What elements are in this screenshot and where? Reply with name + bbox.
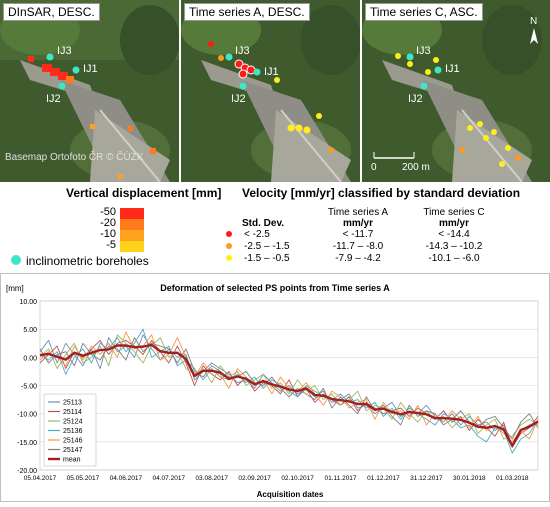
borehole-label-ij3: IJ3 — [57, 45, 72, 57]
velocity-legend-title: Velocity [mm/yr] classified by standard … — [242, 186, 521, 200]
legend-label: mean — [63, 457, 81, 464]
velocity-std: < -2.5 — [244, 229, 270, 240]
plot-area — [39, 300, 539, 471]
ps-points-a — [208, 41, 334, 153]
x-tick-label: 01.11.2017 — [324, 475, 356, 482]
map-title-timeseries-c: Time series C, ASC. — [365, 3, 483, 21]
map-image-dinsar: IJ3 IJ1 IJ2 Basemap Ortofoto ČR © ČÚZK — [0, 0, 179, 182]
x-tick-labels: 05.04.2017 05.05.2017 04.06.2017 04.07.2017… — [24, 475, 529, 482]
series-line-25136 — [39, 328, 539, 454]
scale-zero: 0 — [371, 162, 377, 173]
borehole-label-ij1: IJ1 — [445, 63, 460, 75]
velocity-std: -2.5 – -1.5 — [244, 241, 290, 252]
velocity-dot — [226, 243, 232, 249]
x-tick-label: 31.12.2017 — [410, 475, 443, 482]
borehole-label-ij2: IJ2 — [231, 93, 246, 105]
vertical-displacement-title: Vertical displacement [mm] — [66, 186, 222, 200]
map-panel-timeseries-c: IJ3 IJ1 IJ2 N 0 200 m Time series C, ASC… — [362, 0, 550, 182]
y-tick-label: -5.00 — [21, 384, 37, 391]
y-tick-label: 10.00 — [19, 299, 37, 306]
series-line-25113 — [39, 334, 539, 446]
scale-value: -50 — [100, 206, 116, 218]
scale-swatch — [120, 208, 144, 219]
legend-label: 25113 — [63, 400, 82, 407]
scale-value: -5 — [106, 239, 116, 251]
x-tick-label: 05.05.2017 — [67, 475, 100, 482]
x-tick-label: 04.06.2017 — [110, 475, 143, 482]
x-tick-label: 30.01.2018 — [453, 475, 486, 482]
north-arrow-icon — [530, 28, 538, 44]
y-tick-label: 5.00 — [23, 327, 37, 334]
velocity-dot — [226, 231, 232, 237]
borehole-label-ij3: IJ3 — [416, 45, 431, 57]
velocity-c: -10.1 – -6.0 — [428, 253, 480, 264]
chart-title: Deformation of selected PS points from T… — [160, 283, 390, 293]
std-dev-header: Std. Dev. — [242, 218, 285, 229]
x-tick-label: 04.07.2017 — [153, 475, 186, 482]
map-title-dinsar: DInSAR, DESC. — [3, 3, 100, 21]
x-axis-label: Acquisition dates — [257, 490, 324, 499]
borehole-legend-label: inclinometric boreholes — [26, 254, 149, 268]
y-tick-label: 0.00 — [23, 355, 37, 362]
chart-series — [39, 328, 539, 454]
x-tick-label: 05.04.2017 — [24, 475, 57, 482]
legend-label: 25147 — [63, 447, 83, 454]
borehole-label-ij2: IJ2 — [408, 93, 423, 105]
y-axis-label: [mm] — [6, 284, 24, 293]
dinsar-displacement-area — [28, 56, 156, 179]
y-tick-label: -15.00 — [17, 440, 37, 447]
series-a-header: Time series A — [327, 207, 389, 218]
chart-legend: 25113 25114 25124 25136 25146 25147 mean — [43, 393, 97, 467]
x-tick-label: 02.10.2017 — [281, 475, 314, 482]
borehole-label-ij3: IJ3 — [235, 45, 250, 57]
legend-label: 25136 — [63, 428, 83, 435]
velocity-c: < -14.4 — [438, 229, 470, 240]
borehole-markers — [225, 53, 261, 90]
scale-bar — [373, 152, 415, 159]
ps-points-c — [395, 53, 521, 167]
series-line-25147 — [39, 337, 539, 440]
borehole-markers — [46, 53, 80, 90]
series-c-header: Time series C — [423, 207, 485, 218]
scale-value: -20 — [100, 217, 116, 229]
velocity-std: -1.5 – -0.5 — [244, 253, 290, 264]
scale-swatch — [120, 241, 144, 252]
legend-label: 25146 — [63, 438, 83, 445]
legend-label: 25124 — [63, 419, 83, 426]
scale-label: 200 m — [402, 162, 430, 173]
scale-swatch — [120, 219, 144, 230]
scale-value: -10 — [100, 228, 116, 240]
map-image-timeseries-c: IJ3 IJ1 IJ2 N 0 200 m — [362, 0, 550, 182]
map-panel-dinsar: IJ3 IJ1 IJ2 Basemap Ortofoto ČR © ČÚZK D… — [0, 0, 179, 182]
velocity-dot — [226, 255, 232, 261]
deformation-chart: Deformation of selected PS points from T… — [0, 273, 550, 502]
y-tick-labels: 10.00 5.00 0.00 -5.00 -10.00 -15.00 -20.00 — [17, 299, 37, 475]
map-image-timeseries-a: IJ3 IJ1 IJ2 — [181, 0, 360, 182]
x-tick-label: 02.09.2017 — [238, 475, 271, 482]
velocity-a: -7.9 – -4.2 — [335, 253, 381, 264]
legend-label: 25114 — [63, 409, 82, 416]
y-tick-label: -10.00 — [17, 412, 37, 419]
x-tick-label: 01.03.2018 — [496, 475, 529, 482]
map-panel-timeseries-a: IJ3 IJ1 IJ2 Time series A, DESC. — [181, 0, 360, 182]
borehole-label-ij1: IJ1 — [264, 66, 279, 78]
basemap-credit: Basemap Ortofoto ČR © ČÚZK — [5, 150, 144, 163]
velocity-a: < -11.7 — [342, 229, 374, 240]
borehole-label-ij2: IJ2 — [46, 93, 61, 105]
borehole-label-ij1: IJ1 — [83, 63, 98, 75]
north-label: N — [530, 16, 537, 27]
x-tick-label: 01.12.2017 — [367, 475, 400, 482]
series-line-mean — [39, 343, 539, 447]
series-c-unit: mm/yr — [438, 218, 469, 229]
borehole-legend-icon — [11, 255, 21, 265]
series-a-unit: mm/yr — [342, 218, 373, 229]
map-title-timeseries-a: Time series A, DESC. — [184, 3, 310, 21]
velocity-a: -11.7 – -8.0 — [332, 241, 384, 252]
deformation-chart-svg: Deformation of selected PS points from T… — [0, 273, 550, 502]
x-tick-label: 03.08.2017 — [195, 475, 228, 482]
scale-swatch — [120, 230, 144, 241]
y-tick-label: -20.00 — [17, 468, 37, 475]
velocity-c: -14.3 – -10.2 — [425, 241, 483, 252]
borehole-markers — [406, 53, 442, 90]
